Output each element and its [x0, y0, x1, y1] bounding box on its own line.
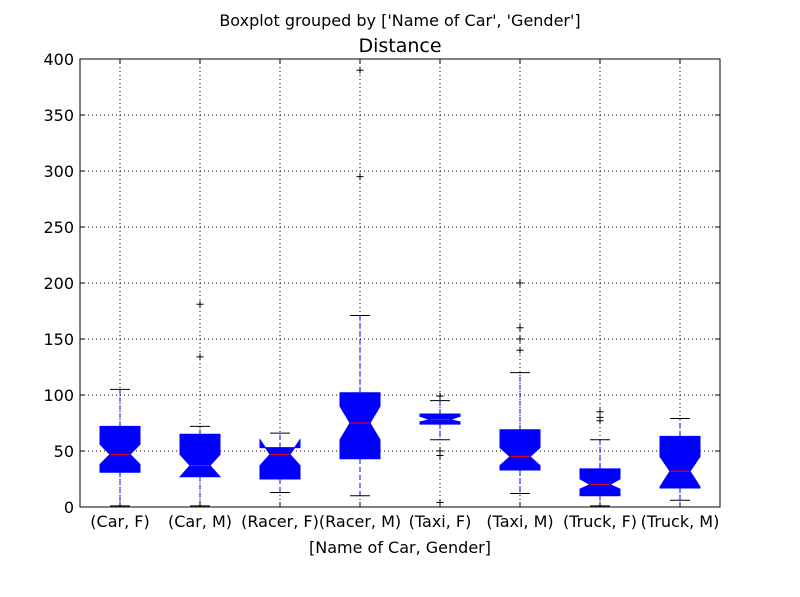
- gridlines: [80, 59, 720, 507]
- flier-point: [596, 408, 604, 416]
- box-4: [419, 392, 461, 507]
- x-axis-ticks: (Car, F) (Car, M) (Racer, F) (Racer, M) (Tax…: [90, 59, 719, 531]
- flier-point: [516, 279, 524, 287]
- box-7: [659, 418, 701, 501]
- box-2: [259, 432, 301, 493]
- notched-box: [178, 433, 222, 478]
- notched-box: [99, 425, 141, 473]
- notched-box: [419, 413, 461, 425]
- flier-point: [436, 447, 444, 455]
- box-5: [499, 279, 541, 495]
- y-tick-label: 150: [43, 330, 74, 349]
- box-6: [579, 408, 621, 507]
- chart-title: Distance: [358, 35, 441, 57]
- y-axis-ticks: 0 50 100 150 200 250 300 350 400: [43, 50, 720, 517]
- x-tick-label: (Car, M): [168, 512, 232, 531]
- x-axis-label: [Name of Car, Gender]: [309, 538, 491, 557]
- y-tick-label: 250: [43, 218, 74, 237]
- notched-box: [339, 392, 381, 460]
- y-tick-label: 200: [43, 274, 74, 293]
- x-tick-label: (Truck, M): [641, 512, 720, 531]
- x-tick-label: (Truck, F): [563, 512, 637, 531]
- notched-box: [659, 435, 701, 489]
- flier-point: [356, 173, 364, 181]
- x-tick-label: (Racer, F): [241, 512, 319, 531]
- chart-suptitle: Boxplot grouped by ['Name of Car', 'Gend…: [219, 11, 580, 30]
- boxes-group: [99, 66, 701, 507]
- box-1: [178, 300, 222, 507]
- flier-point: [436, 392, 444, 400]
- flier-point: [516, 324, 524, 332]
- y-tick-label: 400: [43, 50, 74, 69]
- x-tick-label: (Taxi, M): [486, 512, 553, 531]
- box-0: [99, 388, 141, 507]
- x-tick-label: (Taxi, F): [409, 512, 472, 531]
- y-tick-label: 300: [43, 162, 74, 181]
- x-tick-label: (Car, F): [90, 512, 149, 531]
- flier-point: [516, 346, 524, 354]
- y-tick-label: 350: [43, 106, 74, 125]
- flier-point: [196, 353, 204, 361]
- notched-box: [259, 438, 301, 480]
- flier-point: [516, 335, 524, 343]
- notched-box: [579, 468, 621, 497]
- flier-point: [196, 300, 204, 308]
- y-tick-label: 0: [64, 498, 74, 517]
- x-tick-label: (Racer, M): [319, 512, 401, 531]
- y-tick-label: 50: [54, 442, 74, 461]
- notched-box: [499, 429, 541, 471]
- box-3: [339, 66, 381, 497]
- y-tick-label: 100: [43, 386, 74, 405]
- flier-point: [356, 66, 364, 74]
